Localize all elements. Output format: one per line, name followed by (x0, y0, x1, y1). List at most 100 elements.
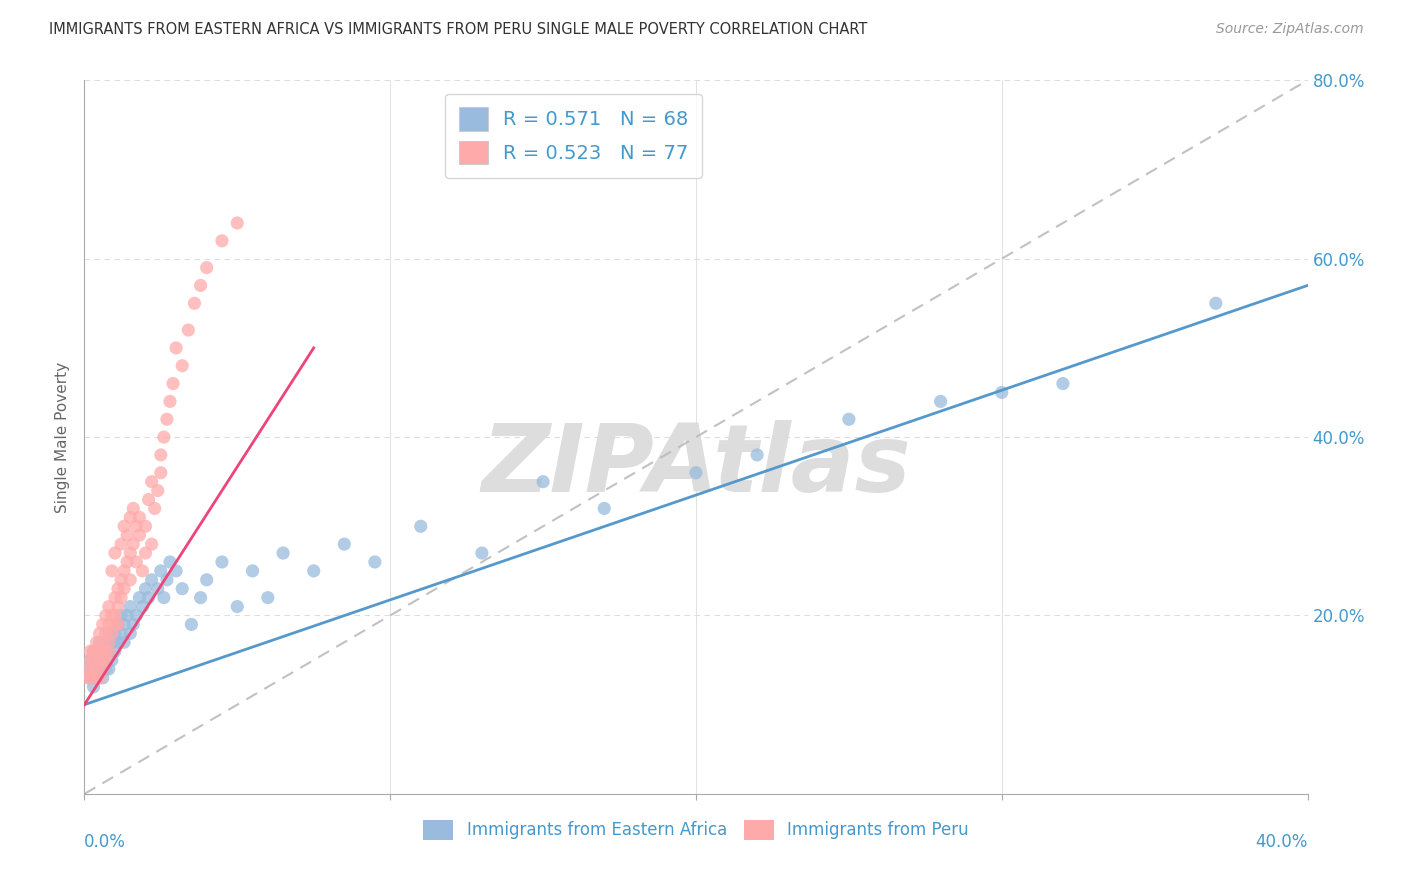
Point (131, 599, 153, 614)
Point (122, 537, 145, 551)
Point (180, 617, 202, 632)
Point (104, 546, 127, 560)
Point (89, 644, 111, 658)
Point (146, 483, 169, 498)
Point (143, 501, 166, 516)
Point (115, 528, 138, 542)
Point (110, 626, 132, 640)
Point (83, 671, 105, 685)
Point (226, 599, 249, 614)
Point (125, 519, 148, 533)
Point (159, 394, 181, 409)
Point (125, 608, 148, 623)
Point (89, 662, 111, 676)
Point (104, 617, 127, 632)
Point (94, 662, 117, 676)
Point (120, 510, 142, 524)
Point (91, 617, 114, 632)
Point (333, 537, 356, 551)
Point (112, 519, 135, 533)
Point (101, 564, 124, 578)
Point (94, 608, 117, 623)
Point (97, 644, 120, 658)
Point (135, 519, 157, 533)
Text: IMMIGRANTS FROM EASTERN AFRICA VS IMMIGRANTS FROM PERU SINGLE MALE POVERTY CORRE: IMMIGRANTS FROM EASTERN AFRICA VS IMMIGR… (49, 22, 868, 37)
Point (112, 617, 135, 632)
Point (149, 448, 172, 462)
Point (122, 617, 145, 632)
Point (97, 599, 120, 614)
Point (120, 573, 142, 587)
Point (107, 617, 129, 632)
Point (83, 644, 105, 658)
Point (747, 448, 769, 462)
Point (211, 234, 233, 248)
Point (364, 555, 387, 569)
Point (120, 599, 142, 614)
Point (135, 546, 157, 560)
Point (91, 653, 114, 667)
Legend: R = 0.571   N = 68, R = 0.523   N = 77: R = 0.571 N = 68, R = 0.523 N = 77 (446, 94, 702, 178)
Point (76, 671, 98, 685)
Point (107, 582, 129, 596)
Point (135, 582, 157, 596)
Point (257, 591, 280, 605)
Point (79, 653, 101, 667)
Point (104, 608, 127, 623)
Point (91, 653, 114, 667)
Point (97, 617, 120, 632)
Point (141, 475, 163, 489)
Point (89, 635, 111, 649)
Point (122, 501, 145, 516)
Point (177, 323, 200, 337)
Point (86, 644, 108, 658)
Point (153, 430, 176, 444)
Point (138, 591, 160, 605)
Point (110, 608, 132, 623)
Point (138, 492, 160, 507)
Point (83, 680, 105, 694)
Point (128, 510, 150, 524)
Point (94, 626, 117, 640)
Point (141, 537, 163, 551)
Point (91, 662, 114, 676)
Point (156, 412, 179, 426)
Point (89, 671, 111, 685)
Point (94, 644, 117, 658)
Point (190, 278, 212, 293)
Point (409, 519, 432, 533)
Point (112, 582, 135, 596)
Point (1205, 296, 1227, 310)
Point (79, 653, 101, 667)
Point (593, 501, 616, 516)
Text: 0.0%: 0.0% (84, 833, 127, 851)
Point (101, 653, 124, 667)
Point (97, 635, 120, 649)
Point (271, 546, 294, 560)
Point (112, 564, 135, 578)
Point (83, 644, 105, 658)
Point (471, 546, 494, 560)
Point (302, 564, 325, 578)
Point (104, 591, 127, 605)
Point (531, 475, 554, 489)
Point (685, 466, 707, 480)
Point (149, 564, 172, 578)
Point (929, 394, 952, 409)
Point (83, 662, 105, 676)
Point (991, 385, 1014, 400)
Point (125, 555, 148, 569)
Point (89, 644, 111, 658)
Point (79, 644, 101, 658)
Point (172, 359, 194, 373)
Point (156, 573, 179, 587)
Point (83, 662, 105, 676)
Point (97, 626, 120, 640)
Point (1052, 376, 1074, 391)
Point (89, 626, 111, 640)
Point (104, 644, 127, 658)
Point (101, 626, 124, 640)
Point (89, 653, 111, 667)
Point (242, 564, 264, 578)
Point (107, 599, 129, 614)
